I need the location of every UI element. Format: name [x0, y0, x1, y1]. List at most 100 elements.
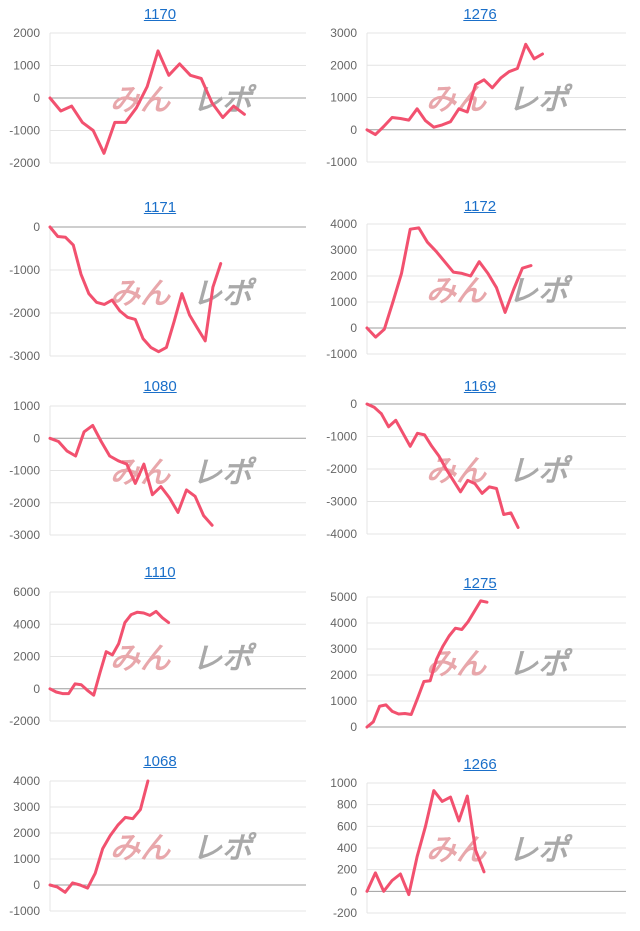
- y-tick-label: -2000: [9, 714, 40, 728]
- y-tick-label: 2000: [13, 650, 40, 664]
- chart-title-link[interactable]: 1110: [144, 564, 176, 581]
- watermark-text-left: みん: [108, 277, 177, 311]
- y-tick-label: 3000: [13, 800, 40, 814]
- y-tick-label: -3000: [326, 495, 357, 509]
- series-line: [48, 423, 214, 527]
- chart-svg: 0 -1000 -2000 -3000 みん レポ: [9, 220, 306, 363]
- y-tick-label: 0: [350, 123, 357, 137]
- y-tick-label: 0: [33, 878, 40, 892]
- y-tick-label: 1000: [330, 694, 357, 708]
- y-tick-label: 4000: [330, 217, 357, 231]
- watermark-text-left: みん: [108, 642, 177, 676]
- y-tick-label: -200: [333, 906, 357, 920]
- y-tick-label: -3000: [9, 349, 40, 363]
- series-line: [48, 609, 171, 697]
- chart-svg: 6000 4000 2000 0 -2000 みん レポ: [9, 585, 306, 728]
- series-line: [365, 226, 533, 339]
- watermark-logo: みん レポ: [108, 456, 259, 490]
- y-tick-label: 0: [33, 431, 40, 445]
- y-tick-label: 400: [337, 841, 357, 855]
- y-tick-label: 800: [337, 798, 357, 812]
- chart-svg: 1000 800 600 400 200 0 -200 みん レポ: [330, 776, 626, 920]
- chart-title-link[interactable]: 1266: [463, 756, 497, 773]
- chart-svg: 2000 1000 0 -1000 -2000 みん レポ: [9, 26, 306, 170]
- y-tick-label: -1000: [326, 155, 357, 169]
- y-tick-label: 0: [33, 91, 40, 105]
- chart-title-link[interactable]: 1170: [143, 6, 177, 23]
- y-tick-label: 4000: [330, 616, 357, 630]
- watermark-logo: みん レポ: [424, 833, 575, 867]
- series-line: [48, 779, 150, 894]
- y-tick-label: 200: [337, 863, 357, 877]
- y-tick-label: 6000: [13, 585, 40, 599]
- y-tick-label: -2000: [326, 462, 357, 476]
- chart-title-link[interactable]: 1275: [463, 575, 497, 592]
- watermark-text-left: みん: [424, 454, 493, 488]
- y-tick-label: -4000: [326, 527, 357, 541]
- y-tick-label: 5000: [330, 590, 357, 604]
- watermark-text-left: みん: [424, 833, 493, 867]
- watermark-text-right: レポ: [190, 277, 259, 311]
- y-tick-label: 2000: [330, 269, 357, 283]
- watermark-text-right: レポ: [506, 454, 575, 488]
- watermark-text-right: レポ: [190, 83, 259, 117]
- watermark-logo: みん レポ: [424, 83, 575, 117]
- watermark-text-left: みん: [108, 831, 177, 865]
- y-tick-label: 3000: [330, 26, 357, 40]
- y-tick-label: 2000: [13, 26, 40, 40]
- watermark-logo: みん レポ: [108, 83, 259, 117]
- watermark-logo: みん レポ: [108, 642, 259, 676]
- y-tick-label: -2000: [9, 156, 40, 170]
- y-tick-label: 3000: [330, 243, 357, 257]
- y-tick-label: 4000: [13, 617, 40, 631]
- watermark-text-right: レポ: [190, 642, 259, 676]
- y-tick-label: 1000: [330, 295, 357, 309]
- y-tick-label: 1000: [330, 776, 357, 790]
- watermark-logo: みん レポ: [108, 831, 259, 865]
- y-tick-label: 0: [350, 884, 357, 898]
- y-tick-label: 1000: [330, 91, 357, 105]
- y-tick-label: -2000: [9, 496, 40, 510]
- y-tick-label: 3000: [330, 642, 357, 656]
- y-tick-label: -3000: [9, 528, 40, 542]
- watermark-logo: みん レポ: [108, 277, 259, 311]
- chart-svg: 1000 0 -1000 -2000 -3000 みん レポ: [9, 399, 306, 542]
- y-tick-label: 600: [337, 819, 357, 833]
- chart-title-link[interactable]: 1171: [143, 199, 177, 216]
- watermark-text-right: レポ: [506, 833, 575, 867]
- y-tick-label: 2000: [13, 826, 40, 840]
- y-tick-label: -1000: [9, 124, 40, 138]
- watermark-logo: みん レポ: [424, 454, 575, 488]
- series-line: [365, 599, 489, 729]
- y-tick-label: -1000: [9, 464, 40, 478]
- y-tick-label: -1000: [326, 430, 357, 444]
- y-tick-label: -1000: [326, 347, 357, 361]
- y-tick-label: -2000: [9, 306, 40, 320]
- y-tick-label: 0: [33, 220, 40, 234]
- chart-svg: 0 -1000 -2000 -3000 -4000 みん レポ: [326, 397, 626, 541]
- y-tick-label: 1000: [13, 852, 40, 866]
- y-tick-label: 2000: [330, 58, 357, 72]
- y-tick-label: 4000: [13, 774, 40, 788]
- chart-title-link[interactable]: 1068: [143, 753, 177, 770]
- watermark-text-left: みん: [108, 83, 177, 117]
- watermark-text-right: レポ: [190, 456, 259, 490]
- chart-title-link[interactable]: 1080: [143, 378, 177, 395]
- watermark-text-right: レポ: [190, 831, 259, 865]
- y-tick-label: 0: [33, 682, 40, 696]
- series-line: [365, 402, 520, 529]
- y-tick-label: 1000: [13, 399, 40, 413]
- y-tick-label: 0: [350, 321, 357, 335]
- y-tick-label: 0: [350, 720, 357, 734]
- chart-title-link[interactable]: 1276: [463, 6, 497, 23]
- chart-title-link[interactable]: 1172: [463, 198, 497, 215]
- series-line: [365, 42, 544, 137]
- watermark-text-left: みん: [424, 274, 493, 308]
- chart-title-link[interactable]: 1169: [463, 378, 497, 395]
- watermark-text-right: レポ: [506, 647, 575, 681]
- y-tick-label: 0: [350, 397, 357, 411]
- watermark-text-right: レポ: [506, 83, 575, 117]
